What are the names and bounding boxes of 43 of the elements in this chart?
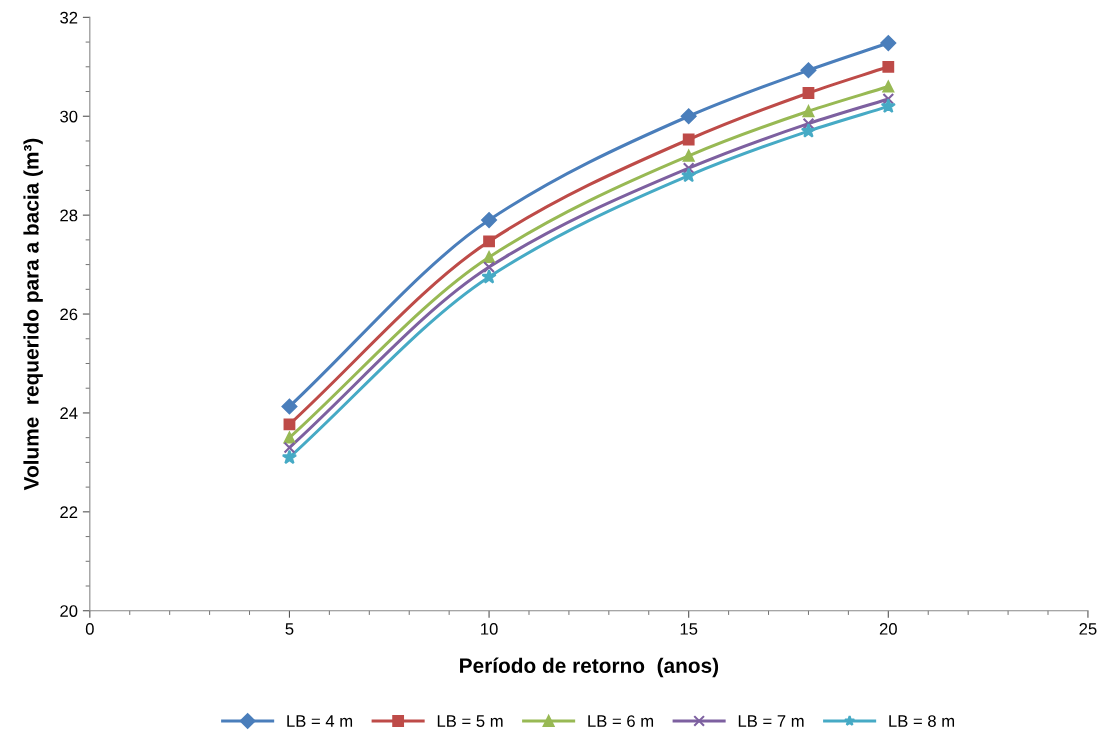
y-tick-label: 30 xyxy=(60,110,78,123)
y-tick-label: 32 xyxy=(60,11,78,24)
y-tick-label: 22 xyxy=(60,506,78,518)
point xyxy=(682,149,695,162)
point xyxy=(481,268,497,284)
legend-label: LB = 8 m xyxy=(889,715,955,727)
y-tick-label: 28 xyxy=(60,209,78,222)
y-axis-title: Volume requerido para a bacia (m³) xyxy=(23,138,43,491)
point xyxy=(802,87,815,99)
point xyxy=(880,98,896,114)
point xyxy=(483,251,495,264)
point xyxy=(483,235,495,248)
legend-label: LB = 6 m xyxy=(588,715,654,727)
point xyxy=(283,441,296,454)
point xyxy=(281,398,298,415)
point xyxy=(802,105,815,118)
point xyxy=(281,449,298,465)
point xyxy=(800,62,817,79)
point xyxy=(283,418,296,431)
point xyxy=(882,80,895,93)
y-tick-label: 24 xyxy=(60,407,78,419)
point xyxy=(800,123,817,138)
x-tick-label: 5 xyxy=(285,623,294,635)
y-tick-label: 20 xyxy=(60,605,78,617)
x-tick-label: 25 xyxy=(1079,622,1097,635)
point xyxy=(680,108,697,125)
point xyxy=(283,431,296,444)
x-tick-label: 10 xyxy=(481,622,498,635)
point xyxy=(882,93,895,105)
point xyxy=(481,212,497,228)
legend-label: LB = 4 m xyxy=(287,715,353,727)
legend-label: LB = 5 m xyxy=(437,715,503,727)
legend-label: LB = 7 m xyxy=(738,715,804,727)
y-tick-label: 26 xyxy=(60,308,78,321)
point xyxy=(682,133,695,146)
point xyxy=(882,60,895,73)
point xyxy=(483,261,495,273)
point xyxy=(681,167,697,183)
x-tick-label: 15 xyxy=(680,623,698,635)
x-tick-label: 0 xyxy=(85,622,94,635)
point xyxy=(880,35,897,51)
x-tick-label: 20 xyxy=(879,622,897,635)
x-axis-title: Período de retorno (anos) xyxy=(460,657,719,678)
